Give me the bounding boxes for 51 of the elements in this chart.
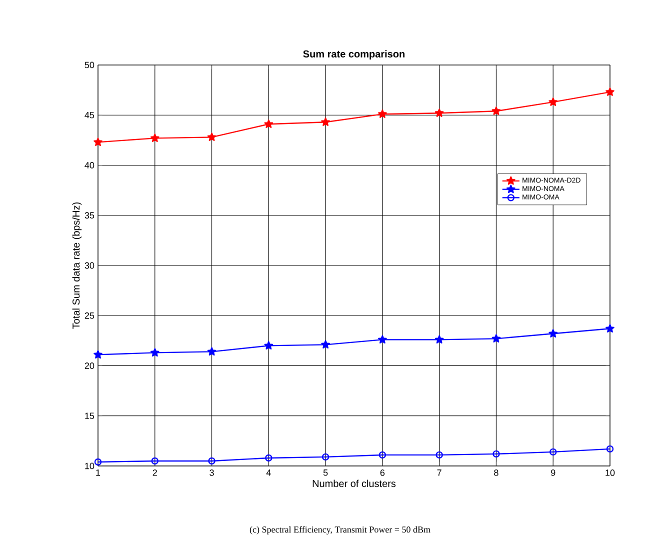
y-tick-label: 20 bbox=[84, 362, 94, 369]
point bbox=[207, 132, 216, 142]
x-tick-label: 5 bbox=[323, 470, 328, 476]
point bbox=[321, 118, 330, 126]
point bbox=[492, 450, 500, 458]
point bbox=[378, 110, 387, 118]
y-axis-title: Total Sum data rate (bps/Hz) bbox=[72, 202, 82, 329]
point bbox=[264, 120, 274, 128]
x-tick-label: 2 bbox=[152, 470, 157, 476]
x-tick-label: 8 bbox=[494, 470, 498, 476]
point bbox=[492, 106, 501, 115]
point bbox=[378, 335, 387, 344]
x-axis-title: Number of clusters bbox=[312, 480, 396, 488]
y-tick-label: 30 bbox=[84, 262, 94, 269]
y-tick-label: 10 bbox=[85, 462, 94, 470]
point bbox=[434, 335, 444, 344]
x-tick-label: 7 bbox=[437, 470, 442, 476]
point bbox=[378, 451, 386, 459]
point bbox=[207, 347, 216, 356]
point bbox=[150, 134, 160, 142]
y-tick-label: 40 bbox=[84, 162, 94, 168]
x-tick-label: 9 bbox=[551, 470, 556, 476]
x-tick-label: 1 bbox=[96, 470, 100, 476]
point bbox=[606, 324, 614, 332]
point bbox=[208, 457, 216, 465]
point bbox=[94, 138, 102, 146]
point bbox=[606, 87, 614, 96]
point bbox=[264, 341, 274, 350]
point bbox=[265, 454, 272, 462]
point bbox=[94, 350, 102, 359]
point bbox=[321, 340, 330, 349]
x-tick-label: 4 bbox=[266, 470, 271, 476]
y-tick-label: 35 bbox=[84, 212, 94, 219]
y-tick-label: 25 bbox=[84, 312, 94, 319]
chart-title: Sum rate comparison bbox=[303, 50, 404, 60]
text: (c) Spectral Efficiency, Transmit Power = 50 dBm bbox=[250, 526, 430, 534]
y-tick-label: 45 bbox=[84, 112, 94, 118]
point bbox=[436, 451, 443, 459]
x-tick-label: 10 bbox=[606, 470, 615, 476]
point bbox=[492, 334, 501, 343]
x-tick-label: 3 bbox=[210, 470, 214, 476]
point bbox=[548, 97, 558, 106]
y-tick-label: 15 bbox=[85, 412, 94, 420]
y-tick-label: 50 bbox=[84, 62, 94, 68]
point bbox=[434, 108, 444, 117]
point bbox=[550, 448, 557, 456]
point bbox=[150, 348, 160, 357]
point bbox=[548, 329, 558, 338]
point bbox=[322, 453, 330, 461]
point bbox=[151, 457, 158, 465]
x-tick-label: 6 bbox=[380, 470, 385, 476]
